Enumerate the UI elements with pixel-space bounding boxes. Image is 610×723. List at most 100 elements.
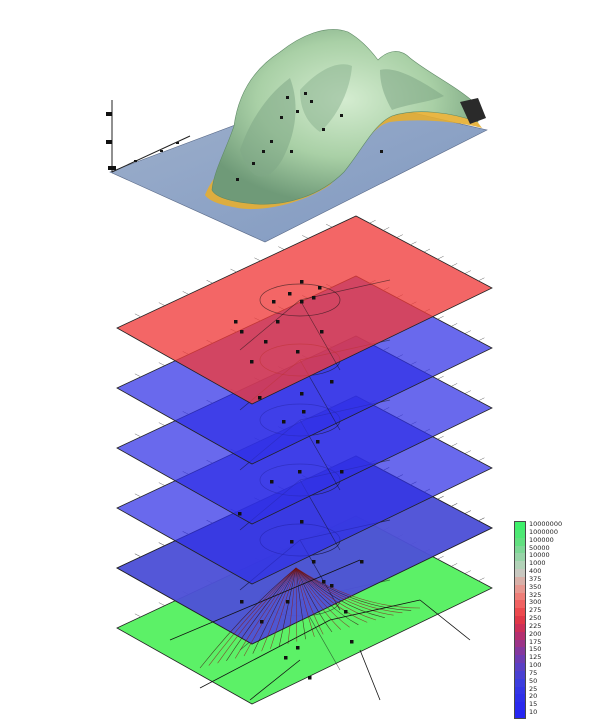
terrain-ridge-shading — [300, 64, 352, 132]
legend-label: 75 — [529, 668, 538, 677]
sample-point — [234, 320, 238, 324]
legend-swatch — [515, 670, 525, 680]
legend-label: 250 — [529, 614, 542, 623]
boundary-line — [419, 599, 471, 641]
layer-axis-tick — [478, 337, 485, 342]
legend-label: 175 — [529, 637, 542, 646]
layer-axis-tick — [464, 390, 471, 394]
contour-fan-line — [243, 567, 297, 657]
contour-fan-line — [278, 567, 297, 647]
legend-label: 10 — [529, 708, 538, 717]
legend-swatch — [515, 553, 525, 562]
contour-line — [259, 283, 341, 317]
layer-axis-tick — [437, 255, 444, 260]
terrain-ridge-shading — [380, 69, 444, 110]
contour-fan-line — [295, 567, 350, 628]
legend-label: 50 — [529, 676, 538, 685]
layer-axis-tick — [134, 433, 142, 438]
legend-swatch — [515, 710, 525, 719]
legend-swatch — [515, 608, 525, 617]
layer-axis-tick — [134, 373, 142, 378]
layer-axis-tick — [478, 277, 485, 282]
sample-point — [264, 340, 268, 344]
layer-stack — [116, 215, 493, 705]
terrain-sample-points — [134, 92, 383, 181]
legend-swatch — [515, 631, 525, 641]
legend-label: 325 — [529, 590, 542, 599]
layer-axis-tick — [451, 503, 458, 507]
contour-fan-lines — [169, 559, 471, 701]
boundary-line — [169, 559, 361, 641]
sample-point — [316, 440, 320, 444]
layer-axis-tick — [134, 313, 142, 318]
sample-point — [298, 470, 302, 474]
legend-label: 10000 — [529, 551, 550, 560]
contour-fan-line — [252, 567, 297, 654]
layer-axis-tick — [158, 302, 165, 306]
contour-fan-line — [287, 567, 297, 645]
sample-point — [340, 470, 344, 474]
legend-swatch — [515, 702, 525, 711]
legend-swatch — [515, 522, 525, 531]
layer-axis-tick — [383, 227, 390, 231]
contour-fan-line — [261, 567, 297, 652]
legend-label: 1000 — [529, 559, 546, 568]
layer-axis-tick — [478, 457, 485, 462]
sample-point — [330, 380, 334, 384]
layer-axis-tick — [134, 613, 142, 618]
contour-fan-line — [295, 567, 377, 621]
layer-axis-tick — [437, 435, 444, 440]
terrain-ridge-shading — [240, 78, 296, 177]
layer-axis-tick — [464, 510, 471, 514]
layer-axis-tick — [158, 422, 165, 426]
layer-axis-tick — [206, 279, 213, 284]
sample-point — [320, 330, 324, 334]
contour-fan-line — [199, 567, 297, 669]
layer-axis-tick — [230, 268, 237, 273]
legend-label: 300 — [529, 598, 542, 607]
boundary-line — [199, 619, 331, 689]
layer-red — [116, 215, 493, 405]
contour-fan-line — [295, 567, 359, 626]
sample-point — [318, 286, 322, 290]
sample-point — [276, 320, 280, 324]
legend-swatch — [515, 678, 525, 688]
sample-point — [240, 600, 244, 604]
sample-point — [272, 300, 276, 304]
contour-fan-line — [295, 567, 333, 633]
layer-axis-tick — [396, 234, 403, 238]
legend-swatch — [515, 694, 525, 703]
layer-axis-tick — [478, 517, 485, 522]
sample-point — [290, 540, 294, 544]
sample-point — [286, 600, 290, 604]
layer-axis-tick — [278, 246, 285, 250]
layer-axis-tick — [437, 495, 444, 500]
sample-point — [258, 396, 262, 400]
legend-label: 200 — [529, 629, 542, 638]
contour-fan-line — [208, 567, 297, 666]
legend-label: 15 — [529, 700, 538, 709]
sample-point — [238, 512, 242, 516]
layer-axis-tick — [437, 555, 444, 560]
layer-axis-tick — [410, 241, 417, 246]
sample-point — [282, 420, 286, 424]
legend-swatch — [515, 561, 525, 570]
legend-label: 50000 — [529, 543, 550, 552]
sample-point — [302, 410, 306, 414]
sample-point — [240, 330, 244, 334]
contour-fan-line — [295, 567, 315, 637]
legend-swatch — [515, 529, 525, 539]
boundary-line — [249, 659, 301, 701]
sample-point — [296, 350, 300, 354]
contour-fan-line — [234, 567, 297, 659]
legend-swatch — [515, 537, 525, 546]
legend-swatch — [515, 592, 525, 601]
sample-point — [344, 610, 348, 614]
layer-axis-tick — [464, 570, 471, 574]
layer-axis-tick — [437, 315, 444, 320]
contour-fan-line — [217, 567, 297, 664]
layer-axis-tick — [478, 397, 485, 402]
contour-fan-line — [295, 567, 368, 623]
legend-color-bar — [514, 521, 526, 719]
